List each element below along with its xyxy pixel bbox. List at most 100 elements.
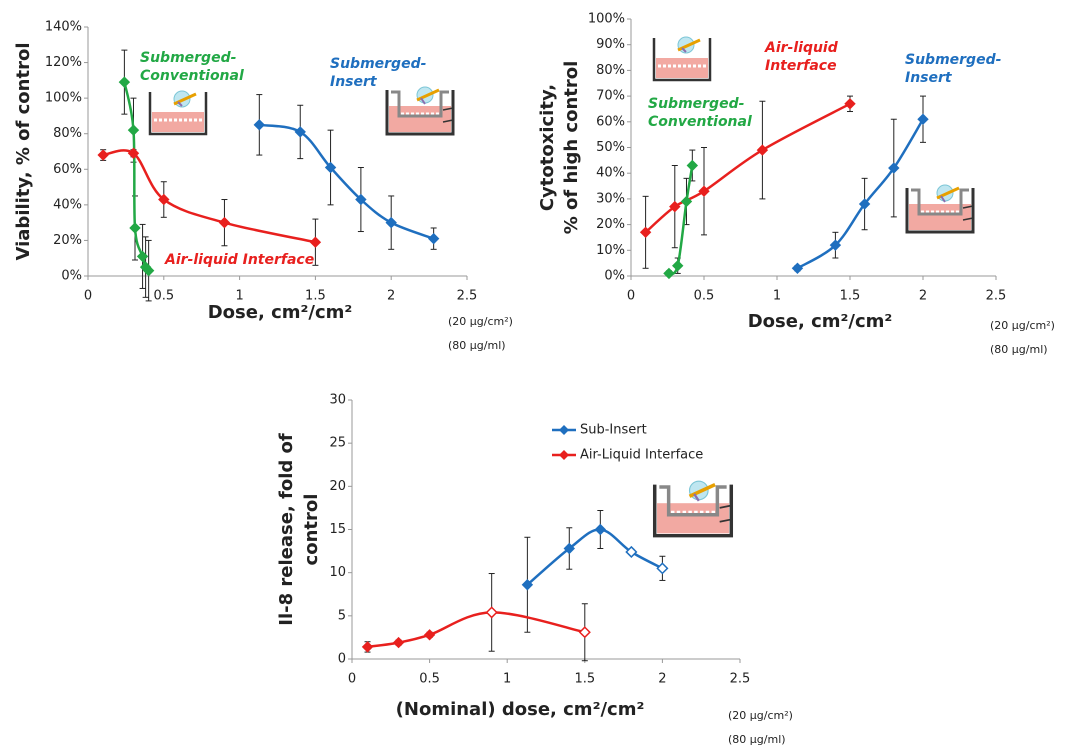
x-axis-label: (Nominal) dose, cm²/cm²	[396, 699, 645, 720]
data-point	[680, 195, 693, 208]
data-point	[118, 76, 131, 88]
data-point	[294, 126, 306, 138]
x-tick-label: 2	[658, 672, 666, 687]
well-icon	[652, 36, 712, 82]
data-point	[127, 124, 140, 136]
annotation: Submerged-	[140, 50, 237, 66]
unit-note: (20 µg/cm²)	[728, 709, 793, 722]
x-tick-label: 0.5	[419, 672, 440, 687]
y-tick-label: 15	[329, 522, 346, 537]
data-point	[385, 216, 397, 229]
data-point	[858, 198, 871, 210]
y-tick-label: 0%	[604, 269, 625, 284]
y-tick-label: 20	[329, 479, 346, 494]
data-point	[127, 147, 140, 159]
data-point	[427, 232, 440, 245]
well-icon	[148, 90, 208, 136]
series-line	[259, 123, 435, 240]
x-tick-label: 1.5	[840, 289, 861, 304]
unit-note: (80 µg/ml)	[728, 733, 786, 746]
insert-icon	[385, 86, 455, 136]
series-line	[526, 528, 663, 586]
legend-marker	[559, 425, 569, 435]
y-tick-label: 100%	[45, 91, 82, 106]
y-axis-label: Viability, % of control	[13, 42, 34, 260]
y-axis-label: control	[301, 494, 322, 566]
data-point	[888, 162, 900, 174]
x-tick-label: 2	[919, 289, 927, 304]
y-tick-label: 90%	[596, 37, 625, 52]
unit-note: (80 µg/ml)	[990, 343, 1048, 356]
x-tick-label: 2.5	[986, 289, 1007, 304]
data-point	[324, 161, 337, 174]
x-tick-label: 1	[503, 672, 511, 687]
x-tick-label: 0	[348, 672, 356, 687]
y-tick-label: 60%	[53, 162, 82, 177]
data-point	[361, 641, 374, 653]
y-axis-label: Il-8 release, fold of	[276, 433, 297, 626]
y-tick-label: 10	[329, 565, 346, 580]
annotation: Conventional	[648, 114, 752, 130]
y-axis-label: Cytotoxicity,	[537, 84, 558, 211]
x-tick-label: 2.5	[730, 672, 751, 687]
x-axis-label: Dose, cm²/cm²	[208, 302, 353, 323]
x-tick-label: 0	[627, 289, 635, 304]
annotation: Conventional	[140, 68, 244, 84]
insert-icon	[652, 480, 734, 538]
series-line	[796, 118, 925, 270]
x-tick-label: 2	[387, 289, 395, 304]
x-tick-label: 0.5	[153, 289, 174, 304]
data-point	[625, 545, 638, 559]
y-tick-label: 50%	[596, 140, 625, 155]
annotation: Submerged-	[905, 52, 1002, 68]
annotation: Submerged-	[330, 56, 427, 72]
x-tick-label: 0	[84, 289, 92, 304]
y-tick-label: 5	[338, 608, 346, 623]
x-tick-label: 1.5	[574, 672, 595, 687]
data-point	[844, 98, 856, 110]
data-point	[309, 236, 322, 248]
data-point	[672, 260, 684, 272]
legend-label: Sub-Insert	[580, 423, 647, 438]
data-point	[686, 159, 699, 172]
data-point	[485, 606, 498, 619]
data-point	[698, 185, 710, 197]
x-tick-label: 2.5	[457, 289, 478, 304]
y-tick-label: 0%	[61, 269, 82, 284]
data-point	[578, 626, 591, 639]
data-point	[656, 562, 669, 575]
data-point	[639, 226, 652, 239]
y-tick-label: 30	[329, 393, 346, 408]
data-point	[142, 264, 155, 277]
y-tick-label: 80%	[596, 63, 625, 78]
legend-marker	[559, 450, 569, 460]
y-tick-label: 140%	[45, 20, 82, 35]
y-tick-label: 40%	[53, 197, 82, 212]
data-point	[158, 193, 170, 206]
data-point	[669, 200, 681, 213]
x-tick-label: 0.5	[694, 289, 715, 304]
y-axis-label: % of high control	[561, 61, 582, 235]
data-point	[563, 542, 575, 555]
data-point	[253, 119, 266, 131]
y-tick-label: 70%	[596, 89, 625, 104]
data-point	[218, 216, 231, 229]
y-tick-label: 20%	[596, 217, 625, 232]
y-tick-label: 100%	[588, 12, 625, 27]
series-line	[123, 81, 150, 272]
y-tick-label: 80%	[53, 126, 82, 141]
data-point	[423, 629, 436, 641]
data-point	[663, 267, 675, 280]
x-axis-label: Dose, cm²/cm²	[748, 311, 893, 332]
data-point	[97, 149, 109, 161]
annotation: Air-liquid Interface	[164, 252, 314, 268]
legend-label: Air-Liquid Interface	[580, 448, 703, 463]
annotation: Air-liquid	[764, 40, 839, 56]
data-point	[829, 239, 842, 251]
x-tick-label: 1.5	[305, 289, 326, 304]
y-tick-label: 25	[329, 436, 346, 451]
insert-icon	[905, 183, 975, 234]
y-tick-label: 120%	[45, 55, 82, 70]
unit-note: (20 µg/cm²)	[990, 319, 1055, 332]
